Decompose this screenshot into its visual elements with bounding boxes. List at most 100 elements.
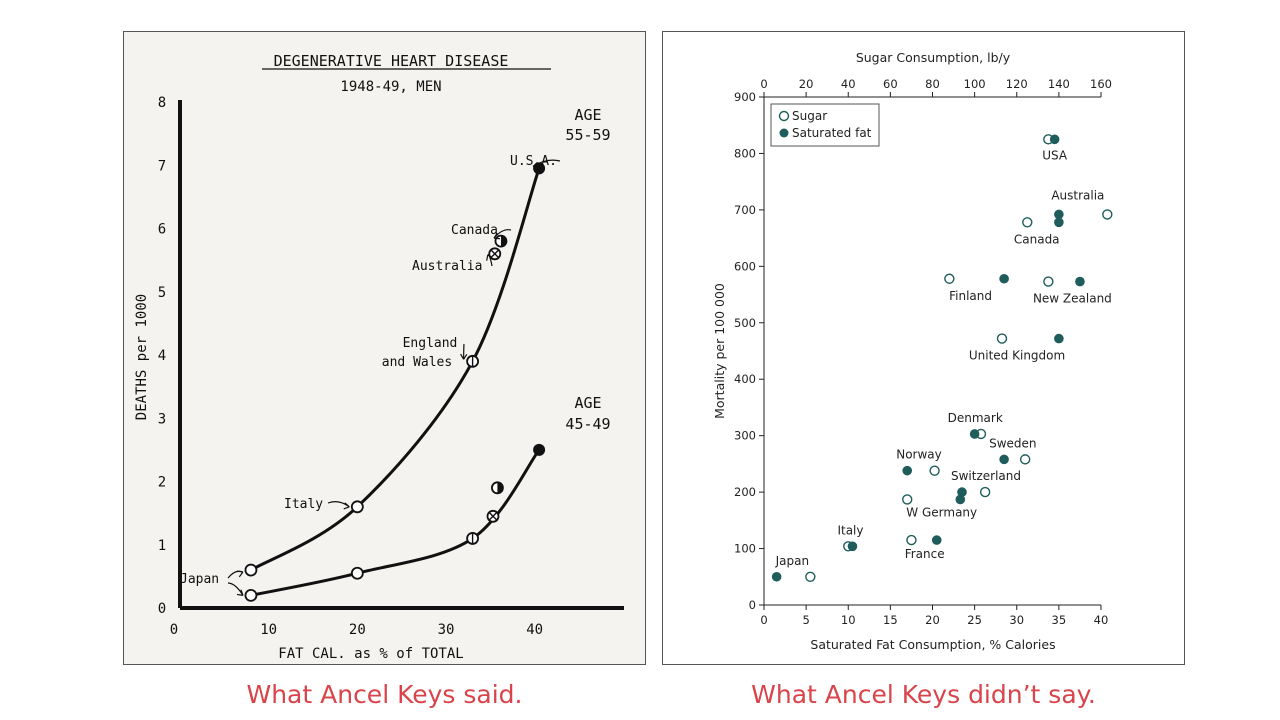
x2-tick-label: 60 xyxy=(883,77,898,91)
y-tick-label: 2 xyxy=(158,475,166,491)
point-label-italy: Italy xyxy=(284,497,323,512)
country-label: Denmark xyxy=(948,411,1003,425)
country-label: France xyxy=(905,547,945,561)
keys-chart-panel: DEGENERATIVE HEART DISEASE 1948-49, MEN 0 1… xyxy=(123,31,646,665)
legend-marker-sugar xyxy=(778,110,790,122)
x-tick-label: 0 xyxy=(170,622,178,638)
data-point-sat-fat xyxy=(931,535,942,545)
legend xyxy=(770,103,880,147)
data-point-sat-fat xyxy=(771,571,782,582)
y-tick-label: 1 xyxy=(158,538,166,554)
data-point-sugar xyxy=(929,465,940,476)
data-point-sat-fat xyxy=(955,494,966,505)
x-axis-label: FAT CAL. as % of TOTAL xyxy=(278,646,463,662)
x-tick-label: 5 xyxy=(802,613,809,627)
x-tick-label: 35 xyxy=(1052,613,1067,627)
legend-marker-fat xyxy=(779,128,789,138)
data-point-cross xyxy=(490,249,500,259)
data-point-sugar xyxy=(902,494,913,505)
country-label: Norway xyxy=(896,448,942,462)
country-label: Japan xyxy=(775,554,809,568)
data-point-sat-fat xyxy=(1075,276,1085,287)
data-point xyxy=(350,500,364,514)
x-tick-label: 15 xyxy=(883,613,898,627)
data-point-sugar xyxy=(996,333,1008,344)
annotation-arrowhead xyxy=(236,570,244,578)
x-tick-label: 25 xyxy=(967,613,982,627)
y-tick-label: 0 xyxy=(749,598,756,612)
y-tick-label: 300 xyxy=(734,429,756,443)
data-point-sugar xyxy=(805,571,816,582)
data-point-sat-fat xyxy=(1054,217,1064,228)
caption-right: What Ancel Keys didn’t say. xyxy=(751,680,1096,709)
country-label: Canada xyxy=(1014,232,1060,246)
country-label: Australia xyxy=(1051,188,1104,202)
data-point-cross xyxy=(488,511,498,521)
annotation-arrow xyxy=(227,582,244,596)
series-label: 45-49 xyxy=(565,415,610,433)
y-tick-label: 7 xyxy=(158,158,166,174)
y-tick-label: 8 xyxy=(158,95,166,111)
y-tick-label: 200 xyxy=(734,485,756,499)
data-point-sat-fat xyxy=(957,487,967,497)
data-point-sat-fat xyxy=(847,541,858,552)
y-tick-label: 6 xyxy=(158,222,166,238)
data-point xyxy=(350,566,364,580)
data-point-sat-fat xyxy=(1054,209,1064,220)
annotation-arrowhead xyxy=(486,254,493,261)
y-tick-label: 600 xyxy=(734,259,756,273)
annotation-arrowhead xyxy=(460,353,468,360)
y-tick-label: 400 xyxy=(734,372,756,386)
x-tick-label: 10 xyxy=(260,622,277,638)
data-point-sat-fat xyxy=(999,273,1009,284)
data-point-fill xyxy=(500,235,507,247)
x2-tick-label: 100 xyxy=(964,77,986,91)
country-label: Italy xyxy=(837,523,863,537)
keys-chart: DEGENERATIVE HEART DISEASE 1948-49, MEN 0 1… xyxy=(134,52,624,662)
data-point-sugar xyxy=(1043,276,1054,287)
data-point-fill xyxy=(497,482,503,494)
y-axis-label: DEATHS per 1000 xyxy=(134,294,150,420)
annotation-arrowhead xyxy=(343,502,350,510)
x-tick-label: 20 xyxy=(925,613,940,627)
data-point-sat-fat xyxy=(969,429,980,439)
data-point-sugar xyxy=(1102,209,1113,220)
country-label: United Kingdom xyxy=(969,349,1065,363)
x2-tick-label: 20 xyxy=(799,77,814,91)
country-label: Sweden xyxy=(989,436,1036,450)
data-point-sugar xyxy=(979,486,991,498)
y-tick-label: 500 xyxy=(734,316,756,330)
data-point-sugar xyxy=(944,273,955,284)
x-tick-label: 30 xyxy=(1009,613,1024,627)
country-label: Switzerland xyxy=(951,469,1021,483)
data-point xyxy=(244,563,258,577)
x-tick-label: 0 xyxy=(760,613,767,627)
data-point-sat-fat xyxy=(902,465,913,476)
data-point-sat-fat xyxy=(999,454,1009,465)
data-point xyxy=(533,162,546,175)
series-label: AGE xyxy=(574,106,601,124)
country-label: New Zealand xyxy=(1033,292,1112,306)
data-point xyxy=(244,588,258,602)
x-axis-label: Saturated Fat Consumption, % Calories xyxy=(810,637,1055,652)
point-label-england: and Wales xyxy=(382,355,452,370)
chart-subtitle: 1948-49, MEN xyxy=(340,79,441,95)
y-tick-label: 800 xyxy=(734,146,756,160)
legend-label-sugar: Sugar xyxy=(792,109,827,123)
series-label: AGE xyxy=(574,394,601,412)
x-tick-label: 40 xyxy=(1094,613,1109,627)
point-label-england: England xyxy=(403,336,458,351)
y-tick-label: 0 xyxy=(158,601,166,617)
annotation-arrowhead xyxy=(493,232,501,240)
point-label-usa: U.S.A. xyxy=(510,154,557,169)
y-tick-label: 4 xyxy=(158,348,166,364)
country-label: USA xyxy=(1042,148,1068,162)
country-label: Finland xyxy=(949,289,992,303)
x-tick-label: 40 xyxy=(526,622,543,638)
x2-tick-label: 80 xyxy=(925,77,940,91)
series-line-age-55-59 xyxy=(250,167,541,572)
point-label-canada: Canada xyxy=(451,223,498,238)
point-label-australia: Australia xyxy=(412,259,482,274)
y-tick-label: 100 xyxy=(734,542,756,556)
y-tick-label: 700 xyxy=(734,203,756,217)
